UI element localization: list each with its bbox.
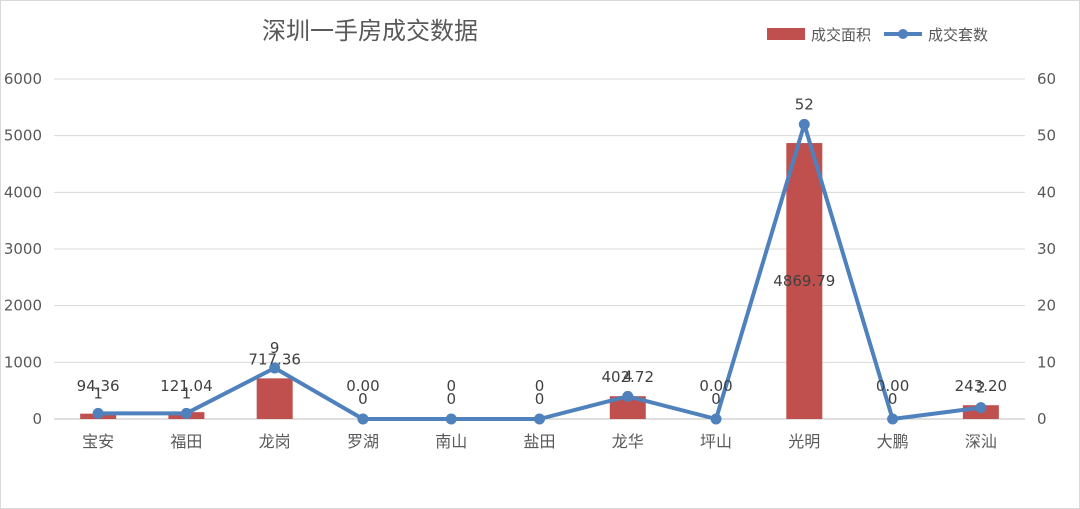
line-data-label: 0: [711, 390, 721, 408]
left-axis-tick-label: 5000: [4, 127, 42, 145]
right-axis-tick-label: 10: [1037, 353, 1056, 371]
right-axis-tick-label: 40: [1037, 183, 1056, 201]
legend-line-label: 成交套数: [928, 26, 988, 44]
left-axis-tick-label: 3000: [4, 240, 42, 258]
bar-data-labels: 94.36 121.04 717.36 0.00 0 0 402.72 0.00 4869.79…: [77, 272, 1007, 395]
legend-line-marker: [898, 29, 908, 39]
line-data-label: 52: [795, 95, 814, 113]
line-data-label: 0: [888, 390, 898, 408]
category-label: 深汕: [965, 432, 997, 451]
line-data-label: 1: [182, 384, 192, 402]
category-label: 福田: [170, 432, 202, 451]
legend-bar-swatch: [767, 28, 805, 40]
right-axis-tick-label: 60: [1037, 70, 1056, 88]
right-axis-tick-label: 50: [1037, 127, 1056, 145]
category-labels: 宝安 福田 龙岗 罗湖 南山 盐田 龙华 坪山 光明 大鹏 深汕: [82, 432, 997, 451]
line-point: [445, 413, 457, 425]
line-point: [710, 413, 722, 425]
bar-data-label: 0: [446, 377, 456, 395]
line-data-label: 0: [446, 390, 456, 408]
legend-bar-label: 成交面积: [811, 26, 871, 44]
right-axis-tick-label: 0: [1037, 410, 1047, 428]
bar-data-label: 243.20: [955, 377, 1008, 395]
bar-data-label: 0.00: [346, 377, 379, 395]
category-label: 大鹏: [877, 432, 909, 451]
bar-data-label: 0.00: [699, 377, 732, 395]
left-axis-tick-label: 0: [32, 410, 42, 428]
category-label: 宝安: [82, 432, 114, 451]
line-point: [534, 413, 545, 425]
bar: [256, 378, 293, 419]
bar-data-label: 0.00: [876, 377, 909, 395]
bar-data-label: 4869.79: [773, 272, 835, 290]
bar-data-label: 0: [535, 377, 545, 395]
gridlines: [54, 78, 1025, 420]
line-point: [92, 407, 104, 419]
line-data-label: 4: [623, 367, 633, 385]
left-axis-tick-label: 1000: [4, 353, 42, 371]
bar-data-label: 717.36: [248, 350, 301, 368]
category-label: 南山: [435, 432, 467, 451]
chart-title: 深圳一手房成交数据: [262, 17, 478, 45]
right-axis-tick-label: 30: [1037, 240, 1056, 258]
category-label: 光明: [788, 432, 820, 451]
category-label: 龙岗: [259, 432, 291, 451]
line-data-label: 1: [93, 384, 103, 402]
category-label: 坪山: [700, 432, 732, 451]
series-line: [98, 122, 982, 421]
right-axis-tick-label: 20: [1037, 297, 1056, 315]
bar-data-label: 121.04: [160, 377, 213, 395]
line-data-label: 0: [358, 390, 368, 408]
line-data-label: 9: [270, 339, 280, 357]
bar: [609, 396, 646, 419]
line-point: [269, 362, 281, 374]
line-data-label: 2: [976, 379, 986, 397]
bar: [786, 143, 823, 419]
line-series: [92, 118, 987, 425]
legend: 成交面积 成交套数: [767, 26, 988, 44]
left-axis-tick-label: 2000: [4, 297, 42, 315]
line-point: [798, 118, 810, 130]
line-data-label: 0: [535, 390, 545, 408]
line-point: [180, 407, 192, 419]
left-axis-tick-label: 4000: [4, 183, 42, 201]
left-axis-tick-label: 6000: [4, 70, 42, 88]
bar-data-label: 94.36: [77, 377, 120, 395]
left-axis-ticks: 0 1000 2000 3000 4000 5000 6000: [4, 70, 42, 428]
bar-data-label: 402.72: [602, 368, 655, 386]
line-point: [622, 390, 634, 402]
right-axis-ticks: 0 10 20 30 40 50 60: [1037, 70, 1056, 428]
category-label: 盐田: [523, 432, 555, 451]
category-label: 罗湖: [347, 432, 379, 451]
line-point: [887, 413, 899, 425]
category-label: 龙华: [612, 432, 644, 451]
line-point: [357, 413, 369, 425]
line-point: [975, 402, 987, 414]
